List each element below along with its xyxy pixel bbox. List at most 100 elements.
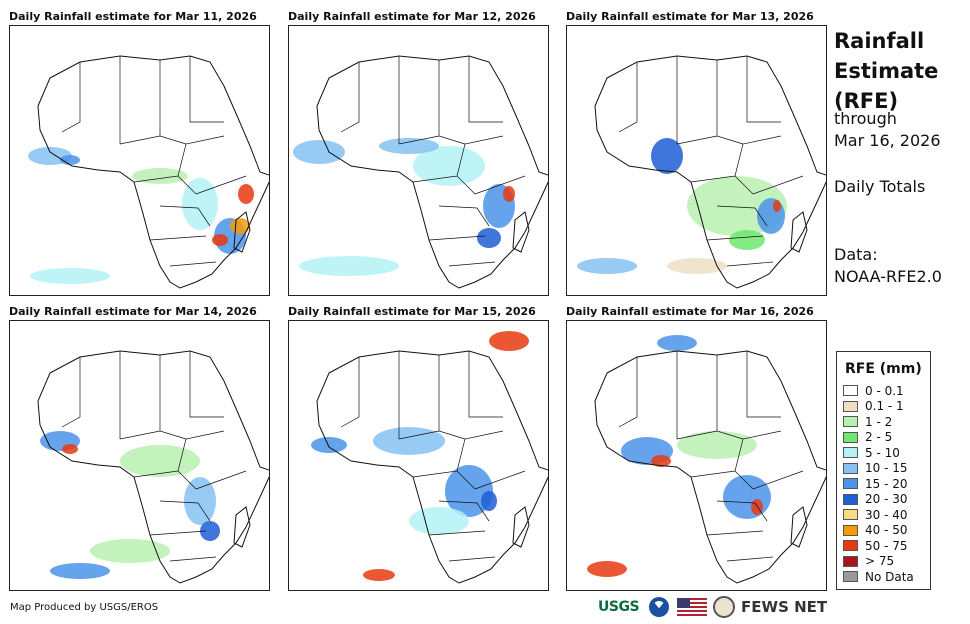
legend-swatch [843,493,858,505]
rainfall-area [311,437,347,453]
rainfall-area [30,268,110,284]
through-date: Mar 16, 2026 [834,131,941,150]
rainfall-area [657,335,697,351]
country-border [790,211,808,253]
legend-label: 50 - 75 [865,538,908,553]
legend-label: 15 - 20 [865,476,908,491]
data-source: NOAA-RFE2.0 [834,267,942,286]
country-border [512,211,530,253]
rainfall-area [50,563,110,579]
rainfall-area [477,228,501,248]
country-border [594,350,826,584]
state-department-seal-icon [713,596,736,618]
country-border [37,350,269,584]
usgs-logo: USGS [598,599,640,615]
rainfall-area [577,258,637,274]
totals-label: Daily Totals [834,177,926,196]
map-panel-mar16 [566,320,827,591]
country-border [61,56,247,267]
map-panel-mar11 [9,25,270,296]
country-border [316,350,548,584]
africa-map-graphic [311,331,548,584]
africa-map-graphic [28,55,269,289]
rainfall-area [757,198,785,234]
legend-item: 10 - 15 [843,461,930,477]
legend-swatch [843,416,858,428]
legend-swatch [843,555,858,567]
us-flag-icon [677,598,708,616]
legend-swatch [843,540,858,552]
legend-item: 0 - 0.1 [843,383,930,399]
rainfall-area [120,445,200,477]
panel-title-mar13: Daily Rainfall estimate for Mar 13, 2026 [566,10,814,23]
country-border [618,56,804,267]
africa-map-graphic [587,335,826,584]
rainfall-area [182,178,218,230]
legend-label: 5 - 10 [865,445,900,460]
country-border [340,56,526,267]
legend-label: 10 - 15 [865,461,908,476]
rainfall-area [238,184,254,204]
rainfall-area [409,507,469,535]
legend-item: > 75 [843,554,930,570]
africa-map-graphic [577,55,826,289]
legend-label: 40 - 50 [865,523,908,538]
map-panel-mar12 [288,25,549,296]
legend-item: 50 - 75 [843,538,930,554]
country-border [618,351,804,562]
legend-swatch [843,524,858,536]
legend-swatch [843,431,858,443]
panel-title-mar16: Daily Rainfall estimate for Mar 16, 2026 [566,305,814,318]
legend-item: No Data [843,569,930,585]
legend-item: 15 - 20 [843,476,930,492]
africa-map-graphic [37,350,269,584]
rainfall-area [729,230,765,250]
legend-label: 1 - 2 [865,414,893,429]
legend-swatch [843,400,858,412]
legend-item: 40 - 50 [843,523,930,539]
legend-swatch [843,509,858,521]
rainfall-area [413,146,485,186]
legend-item: 30 - 40 [843,507,930,523]
country-border [316,55,548,289]
country-border [233,211,251,253]
rainfall-area [587,561,627,577]
rainfall-area [132,168,188,184]
legend-swatch [843,571,858,583]
country-border [340,351,526,562]
rainfall-area [445,465,493,517]
legend-label: 30 - 40 [865,507,908,522]
legend-item: 2 - 5 [843,430,930,446]
legend-label: 2 - 5 [865,430,893,445]
rainfall-area [200,521,220,541]
rainfall-area [677,431,757,459]
country-border [37,55,269,289]
country-border [512,506,530,548]
rainfall-area [379,138,439,154]
rainfall-area [60,155,80,165]
sidebar-title: Rainfall Estimate (RFE) [834,29,939,113]
panel-title-mar11: Daily Rainfall estimate for Mar 11, 2026 [9,10,257,23]
logo-strip: USGS FEWS NET [598,596,827,618]
rainfall-area [723,475,771,519]
through-label: through [834,109,897,128]
rainfall-area [503,186,515,202]
legend-item: 1 - 2 [843,414,930,430]
country-border [594,55,826,289]
map-panel-mar15 [288,320,549,591]
rainfall-area [373,427,445,455]
map-panel-mar13 [566,25,827,296]
legend-label: No Data [865,569,914,584]
panel-title-mar15: Daily Rainfall estimate for Mar 15, 2026 [288,305,536,318]
country-border [61,351,247,562]
legend-label: 0.1 - 1 [865,399,904,414]
legend-label: 20 - 30 [865,492,908,507]
data-label: Data: [834,245,878,264]
legend-label: 0 - 0.1 [865,383,904,398]
africa-map-graphic [293,55,548,289]
fews-net-logo: FEWS NET [741,598,828,616]
rainfall-area [773,200,781,212]
rainfall-area [489,331,529,351]
